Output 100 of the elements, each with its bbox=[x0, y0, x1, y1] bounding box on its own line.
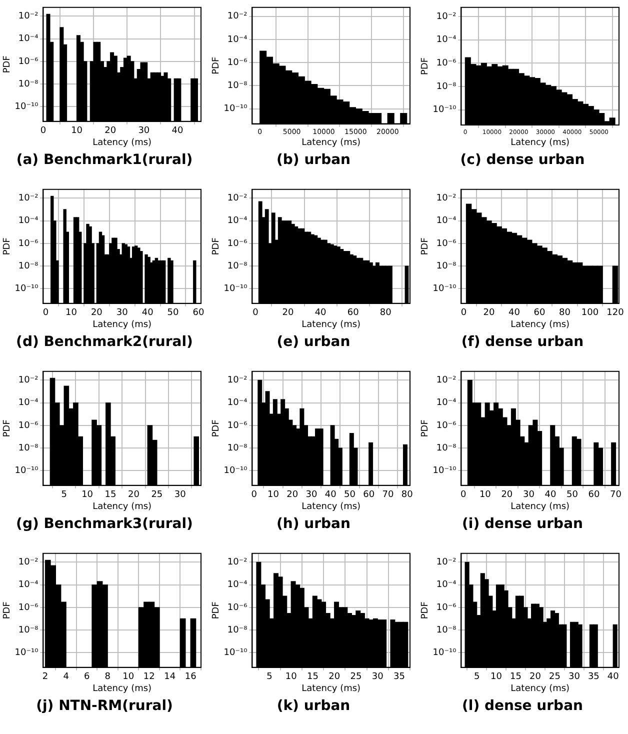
text: (c) dense urban bbox=[460, 152, 585, 168]
y-tick-label: 10⁻² bbox=[18, 12, 39, 22]
y-tick-label: 10⁻⁸ bbox=[436, 625, 457, 636]
y-tick-label: 10⁻¹⁰ bbox=[14, 466, 39, 476]
y-tick-label: 10⁻⁶ bbox=[227, 58, 248, 68]
x-tick-label: 0 bbox=[460, 308, 467, 318]
text: (i) dense urban bbox=[462, 516, 583, 532]
y-tick-label: 10⁻¹⁰ bbox=[224, 104, 248, 114]
y-tick-label: 10⁻⁴ bbox=[227, 398, 248, 408]
y-tick-label: 10⁻⁸ bbox=[18, 625, 39, 636]
x-tick-label: 30 bbox=[116, 308, 128, 318]
x-tick-label: 60 bbox=[588, 490, 600, 500]
x-axis-title: Latency (ms) bbox=[92, 320, 152, 330]
x-tick-label: 5 bbox=[61, 490, 67, 500]
x-tick-label: 30 bbox=[522, 490, 535, 500]
y-tick-label: 10⁻⁶ bbox=[436, 602, 457, 613]
x-tick-label: 70 bbox=[610, 490, 622, 500]
text: (a) Benchmark1(rural) bbox=[16, 152, 193, 168]
x-tick-label: 15 bbox=[510, 672, 522, 682]
x-axis-title: Latency (ms) bbox=[92, 684, 152, 694]
y-axis-title: PDF bbox=[2, 238, 13, 256]
x-axis-title: Latency (ms) bbox=[92, 502, 152, 512]
y-axis-title: PDF bbox=[2, 420, 13, 438]
x-tick-label: 0 bbox=[252, 308, 259, 318]
x-tick-label: 10 bbox=[285, 672, 298, 682]
y-axis-title: PDF bbox=[2, 602, 13, 620]
x-tick-label: 10 bbox=[490, 672, 502, 682]
y-tick-label: 10⁻⁴ bbox=[227, 580, 248, 590]
x-tick-label: 80 bbox=[401, 490, 414, 500]
y-axis-title: PDF bbox=[212, 56, 222, 74]
x-tick-label: 40 bbox=[607, 672, 620, 682]
y-tick-label: 10⁻⁴ bbox=[436, 398, 457, 408]
x-tick-label: 70 bbox=[382, 490, 394, 500]
x-tick-label: 40 bbox=[544, 490, 556, 500]
y-tick-label: 10⁻⁶ bbox=[436, 58, 457, 68]
x-tick-label: 30 bbox=[306, 490, 318, 500]
y-tick-label: 10⁻² bbox=[436, 376, 457, 386]
x-axis-title: Latency (ms) bbox=[92, 138, 152, 148]
y-tick-label: 10⁻¹⁰ bbox=[14, 102, 39, 112]
x-tick-label: 8 bbox=[104, 672, 111, 682]
y-axis-title: PDF bbox=[212, 238, 222, 256]
y-tick-label: 10⁻⁴ bbox=[18, 398, 39, 408]
x-tick-label: 120 bbox=[606, 308, 624, 318]
x-tick-label: 4 bbox=[63, 672, 70, 682]
y-tick-label: 10⁻⁴ bbox=[227, 34, 248, 45]
y-tick-label: 10⁻¹⁰ bbox=[432, 466, 457, 476]
y-tick-label: 10⁻² bbox=[18, 194, 39, 204]
y-tick-label: 10⁻⁸ bbox=[227, 443, 248, 454]
x-tick-label: 40 bbox=[172, 126, 184, 136]
x-tick-label: 100 bbox=[581, 308, 599, 318]
x-tick-label: 0 bbox=[42, 308, 49, 318]
y-tick-label: 10⁻⁴ bbox=[227, 216, 248, 226]
text: (k) urban bbox=[276, 698, 350, 714]
x-tick-label: 10 bbox=[71, 126, 83, 136]
y-tick-label: 10⁻⁶ bbox=[436, 238, 457, 249]
x-tick-label: 10 bbox=[479, 490, 492, 500]
y-axis-title: PDF bbox=[212, 420, 222, 438]
x-tick-label: 50 bbox=[566, 490, 578, 500]
x-tick-label: 80 bbox=[558, 308, 571, 318]
x-axis-title: Latency (ms) bbox=[510, 138, 570, 148]
x-tick-label: 10 bbox=[65, 308, 78, 318]
y-tick-label: 10⁻² bbox=[18, 558, 39, 568]
y-axis-title: PDF bbox=[420, 420, 431, 438]
x-axis-title: Latency (ms) bbox=[302, 320, 361, 330]
x-tick-label: 10 bbox=[268, 490, 280, 500]
x-tick-label: 25 bbox=[548, 672, 560, 682]
x-tick-label: 10 bbox=[82, 490, 94, 500]
x-tick-label: 35 bbox=[393, 672, 405, 682]
y-tick-label: 10⁻² bbox=[436, 12, 457, 22]
y-tick-label: 10⁻⁴ bbox=[436, 35, 457, 46]
y-tick-label: 10⁻¹⁰ bbox=[432, 284, 457, 294]
x-tick-label: 30 bbox=[372, 672, 384, 682]
x-tick-label: 2 bbox=[42, 672, 48, 682]
x-tick-label: 0 bbox=[251, 490, 258, 500]
x-axis-title: Latency (ms) bbox=[302, 502, 361, 512]
y-tick-label: 10⁻⁸ bbox=[436, 82, 457, 92]
x-tick-label: 30 bbox=[138, 126, 150, 136]
x-tick-label: 20 bbox=[282, 308, 294, 318]
x-tick-label: 80 bbox=[380, 308, 392, 318]
y-tick-label: 10⁻⁸ bbox=[227, 81, 248, 92]
y-tick-label: 10⁻² bbox=[227, 194, 248, 204]
x-tick-label: 30 bbox=[174, 490, 186, 500]
y-tick-label: 10⁻⁶ bbox=[227, 238, 248, 249]
y-tick-label: 10⁻⁴ bbox=[18, 34, 39, 44]
x-tick-label: 20 bbox=[530, 672, 542, 682]
x-tick-label: 30 bbox=[568, 672, 580, 682]
x-tick-label: 20 bbox=[286, 490, 298, 500]
x-tick-label: 5 bbox=[266, 672, 272, 682]
x-tick-label: 20 bbox=[501, 490, 513, 500]
x-tick-label: 6 bbox=[84, 672, 90, 682]
x-tick-label: 5 bbox=[474, 672, 480, 682]
text: (h) urban bbox=[276, 516, 350, 532]
text: (d) Benchmark2(rural) bbox=[16, 334, 193, 350]
x-tick-label: 25 bbox=[350, 672, 362, 682]
y-tick-label: 10⁻⁶ bbox=[18, 238, 39, 249]
y-tick-label: 10⁻⁸ bbox=[436, 261, 457, 272]
x-tick-label: 20 bbox=[328, 672, 340, 682]
y-tick-label: 10⁻⁶ bbox=[436, 420, 457, 431]
x-axis-title: Latency (ms) bbox=[510, 502, 570, 512]
x-tick-label: 14 bbox=[164, 672, 176, 682]
